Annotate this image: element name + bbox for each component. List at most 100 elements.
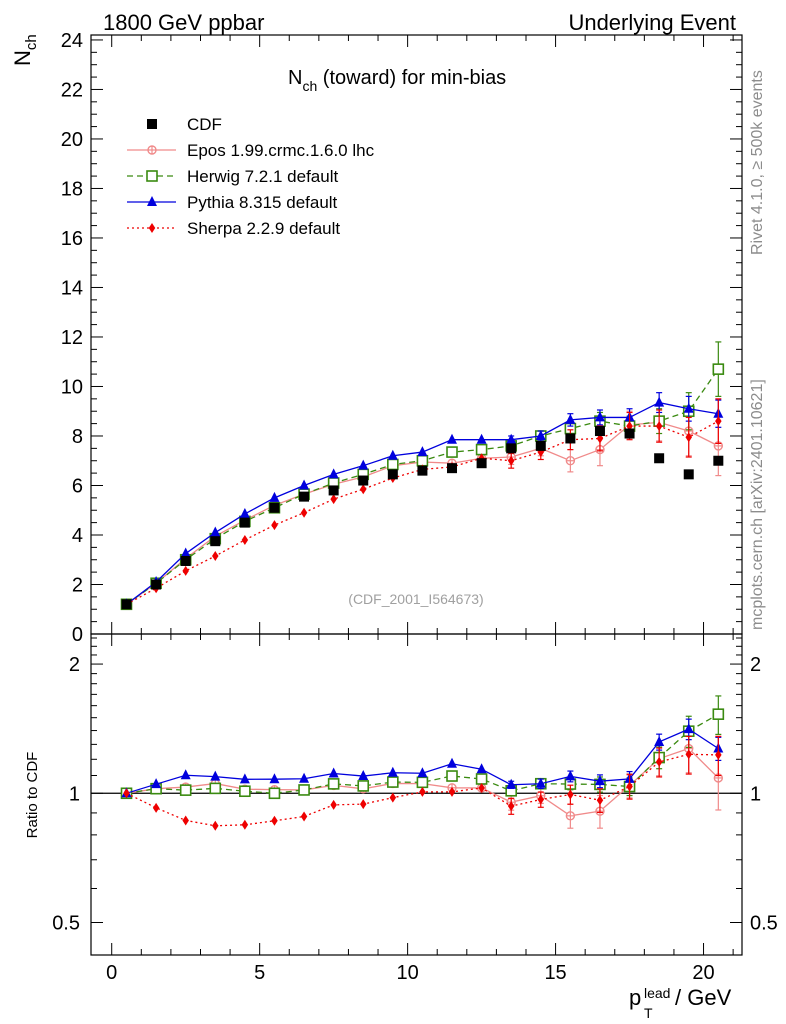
data-point [299,491,310,502]
data-point [387,458,399,471]
y-tick-label: 12 [61,327,83,349]
ratio-y-tick-label-right: 0.5 [750,912,778,934]
data-point [271,520,278,531]
data-point [358,770,369,781]
series-2 [121,392,724,609]
data-point [447,783,457,793]
data-point [507,801,515,812]
x-tick-label: 15 [544,962,566,984]
main-series-layer [120,341,725,611]
data-point [715,749,722,760]
x-tick-label: 20 [692,962,714,984]
data-point [358,459,369,470]
legend-label: Herwig 7.2.1 default [187,167,338,186]
x-axis-label: p lead T / GeV [629,985,732,1021]
data-point [417,465,428,476]
y-tick-label: 0 [72,624,83,646]
analysis-id: (CDF_2001_I564673) [348,591,483,607]
svg-text:T: T [644,1005,653,1021]
data-point [300,507,308,518]
data-point [151,778,162,789]
legend-entry: Sherpa 2.2.9 default [127,219,340,238]
legend-entry: CDF [147,115,222,134]
data-point [715,416,722,427]
data-point [506,433,517,444]
data-point [387,449,398,460]
data-point [683,469,694,480]
data-point [212,820,219,831]
data-point [683,402,694,413]
data-point [626,781,633,792]
data-point [210,526,221,537]
data-point [565,456,576,466]
data-point [387,776,399,788]
data-point [475,773,488,785]
data-point [239,507,250,518]
y-axis-label: Nch [10,34,40,66]
data-point [299,479,310,490]
data-point [654,735,665,746]
data-point [182,815,189,826]
data-point [269,773,280,784]
data-point [565,413,576,424]
data-point [300,811,308,822]
data-point [269,502,280,513]
data-point [475,443,488,456]
svg-text:lead: lead [644,985,670,1001]
ratio-panel-frame [90,633,743,956]
legend: CDF Epos 1.99.crmc.1.6.0 lhc Herwig 7.2.1 … [127,115,375,238]
data-point [416,776,429,789]
svg-text:p: p [629,985,641,1010]
data-point [268,787,281,800]
data-point [359,484,367,495]
header-right: Underlying Event [568,10,736,35]
data-point [147,196,157,206]
ratio-series-layer [120,695,725,831]
data-point [654,453,665,464]
legend-entry: Pythia 8.315 default [127,193,338,212]
data-point [271,815,278,826]
data-point [358,475,369,486]
data-point [147,119,157,129]
y-tick-label: 20 [61,129,83,151]
data-point [655,756,663,767]
data-point [359,799,367,810]
y-tick-label: 6 [72,475,83,497]
data-point [239,773,250,784]
chart-title: Nch (toward) for min-bias [288,67,506,94]
data-point [448,786,456,797]
data-point [151,579,162,590]
y-tick-label: 14 [61,277,83,299]
data-point [565,770,576,781]
svg-text:Nch (toward) for min-bias: Nch (toward) for min-bias [288,67,506,94]
data-point [447,757,458,768]
ratio-series-2 [121,718,724,798]
data-point [685,432,692,443]
data-point [299,772,310,783]
data-point [239,785,251,798]
data-point [565,433,576,444]
legend-label: Sherpa 2.2.9 default [187,219,340,238]
ratio-axes: 0.5 0.5 1 1 2 2 [52,637,778,934]
data-point [179,784,192,796]
data-point [121,599,132,610]
data-point [328,485,339,496]
header-left: 1800 GeV ppbar [103,10,264,35]
data-point [476,458,487,469]
data-point [447,433,458,444]
y-tick-label: 8 [72,426,83,448]
data-point [387,766,398,777]
series-cdf [121,426,724,610]
data-point [209,782,222,795]
ratio-y-tick-label: 2 [69,654,80,676]
data-point [507,455,515,466]
data-point [146,170,158,182]
ratio-y-label: Ratio to CDF [24,752,41,839]
data-point [713,455,724,466]
data-point [594,411,605,422]
data-point [535,429,546,440]
data-point [685,749,692,760]
data-point [330,799,337,810]
data-point [328,767,339,778]
